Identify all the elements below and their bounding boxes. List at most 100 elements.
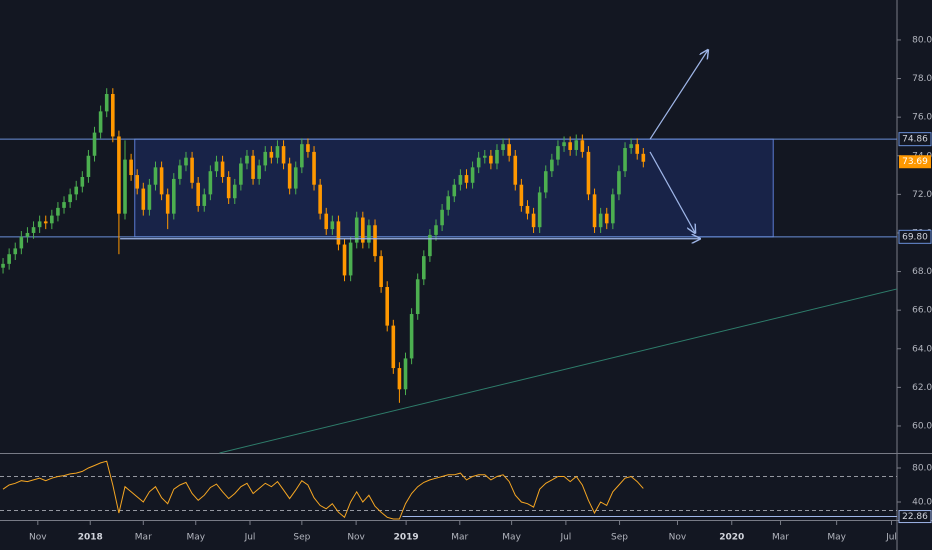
candle-body	[507, 144, 511, 156]
candle-body	[519, 184, 524, 206]
candle-body	[476, 157, 481, 168]
candle-body	[470, 167, 475, 183]
candle-body	[635, 144, 640, 154]
x-tick-label: Jul	[559, 533, 571, 543]
candle-body	[604, 213, 609, 224]
candle-body	[129, 159, 133, 176]
candle-body	[574, 140, 579, 150]
y-tick-label: 76.00	[912, 113, 932, 123]
x-tick-label: 2020	[719, 533, 744, 543]
x-tick-label: Sep	[611, 533, 628, 543]
candle-body	[19, 236, 24, 249]
candle-body	[56, 207, 60, 216]
candle-body	[7, 254, 11, 264]
candle-body	[68, 194, 72, 203]
candle-body	[415, 279, 420, 315]
candle-body	[641, 153, 646, 162]
rsi-line	[2, 460, 644, 520]
last-price-badge	[899, 155, 931, 169]
candle-body	[135, 175, 140, 189]
candle-body	[281, 146, 286, 164]
candle-body	[586, 151, 591, 195]
candle-body	[361, 217, 365, 243]
candle-body	[141, 188, 146, 210]
x-tick-label: Mar	[451, 533, 468, 543]
candle-body	[111, 93, 115, 137]
candle-body	[434, 225, 438, 235]
candle-body	[324, 213, 329, 230]
rsi-level-badge	[898, 510, 932, 524]
candle-body	[86, 155, 91, 177]
candle-body	[446, 196, 450, 210]
candle-body	[598, 213, 603, 228]
candle-body	[489, 155, 493, 164]
candle-body	[31, 227, 36, 233]
price-line-label: 74.86	[902, 135, 928, 145]
candle-body	[196, 182, 200, 206]
candle-body	[263, 151, 268, 166]
candle-body	[391, 325, 396, 369]
candle-body	[245, 155, 249, 164]
candle-body	[117, 136, 121, 214]
candle-body	[403, 358, 408, 390]
candle-body	[257, 165, 261, 179]
candle-body	[62, 202, 66, 208]
candle-body	[1, 263, 5, 268]
candle-body	[617, 171, 621, 195]
candle-body	[336, 221, 341, 245]
candle-body	[239, 163, 243, 185]
candle-body	[232, 184, 237, 199]
x-tick-label: 2019	[394, 533, 419, 543]
candle-body	[458, 175, 463, 185]
y-tick-label: 80.00	[912, 35, 932, 45]
candle-body	[287, 163, 292, 189]
candle-body	[98, 111, 103, 133]
candle-body	[220, 161, 225, 177]
candle-body	[562, 142, 566, 147]
candle-body	[428, 234, 432, 257]
rsi-y-tick-label: 40.00	[912, 497, 932, 507]
price-line-label: 69.80	[902, 232, 928, 242]
candle-body	[342, 244, 347, 276]
candle-body	[373, 225, 377, 257]
candle-body	[74, 186, 79, 195]
candle-body	[623, 148, 627, 172]
candle-body	[226, 176, 231, 199]
candle-body	[513, 155, 518, 185]
x-tick-label: Mar	[135, 533, 152, 543]
x-tick-label: Jul	[244, 533, 256, 543]
candle-body	[422, 256, 426, 280]
candle-body	[482, 155, 487, 158]
arrow	[649, 50, 708, 140]
candle-body	[214, 161, 219, 172]
candle-body	[543, 171, 548, 193]
candle-body	[348, 242, 353, 276]
candle-body	[184, 157, 188, 166]
x-tick-label: Mar	[772, 533, 789, 543]
candle-body	[202, 194, 207, 206]
y-tick-label: 60.00	[912, 421, 932, 431]
candle-body	[440, 209, 444, 226]
price-line-badge	[898, 229, 932, 244]
candle-body	[153, 167, 158, 185]
y-tick-label: 66.00	[912, 306, 932, 316]
x-tick-label: Sep	[293, 533, 310, 543]
x-tick-label: Nov	[29, 533, 47, 543]
rsi-level-label: 22.86	[902, 512, 928, 522]
candle-body	[312, 151, 316, 185]
candle-body	[123, 159, 127, 214]
candle-body	[92, 132, 97, 156]
arrow	[649, 151, 695, 233]
candle-body	[37, 221, 42, 228]
candle-body	[147, 184, 152, 210]
candle-body	[275, 146, 280, 158]
candle-body	[171, 178, 176, 214]
candle-body	[495, 149, 499, 164]
candle-body	[269, 151, 274, 158]
candle-body	[525, 205, 530, 214]
candle-body	[300, 144, 304, 168]
candle-body	[178, 165, 182, 179]
y-tick-label: 68.00	[912, 267, 932, 277]
